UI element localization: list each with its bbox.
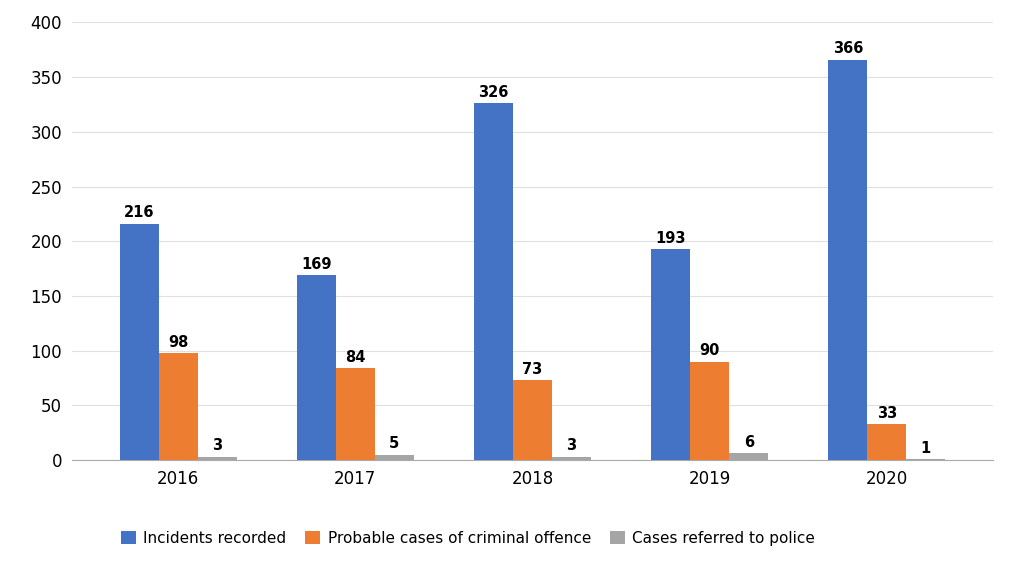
Bar — [867, 424, 906, 460]
Bar — [651, 249, 690, 460]
Text: 84: 84 — [345, 350, 366, 365]
Text: 216: 216 — [124, 205, 155, 220]
Text: 366: 366 — [833, 42, 863, 56]
Bar — [336, 368, 375, 460]
Text: 1: 1 — [921, 440, 931, 456]
Bar — [474, 103, 513, 460]
Text: 3: 3 — [566, 439, 577, 453]
Text: 73: 73 — [522, 362, 543, 377]
Text: 169: 169 — [301, 257, 332, 272]
Text: 3: 3 — [212, 439, 222, 453]
Bar — [159, 353, 198, 460]
Bar — [120, 224, 159, 460]
Bar — [297, 275, 336, 460]
Text: 33: 33 — [877, 406, 897, 421]
Bar — [513, 380, 552, 460]
Text: 5: 5 — [389, 436, 399, 451]
Text: 98: 98 — [168, 334, 188, 350]
Bar — [198, 457, 237, 460]
Text: 193: 193 — [655, 231, 686, 246]
Text: 326: 326 — [478, 85, 509, 100]
Bar — [906, 459, 945, 460]
Legend: Incidents recorded, Probable cases of criminal offence, Cases referred to police: Incidents recorded, Probable cases of cr… — [115, 525, 821, 552]
Bar — [552, 457, 591, 460]
Text: 6: 6 — [743, 435, 754, 450]
Bar — [828, 59, 867, 460]
Bar — [690, 362, 729, 460]
Bar — [729, 453, 768, 460]
Bar — [375, 454, 414, 460]
Text: 90: 90 — [699, 343, 720, 358]
